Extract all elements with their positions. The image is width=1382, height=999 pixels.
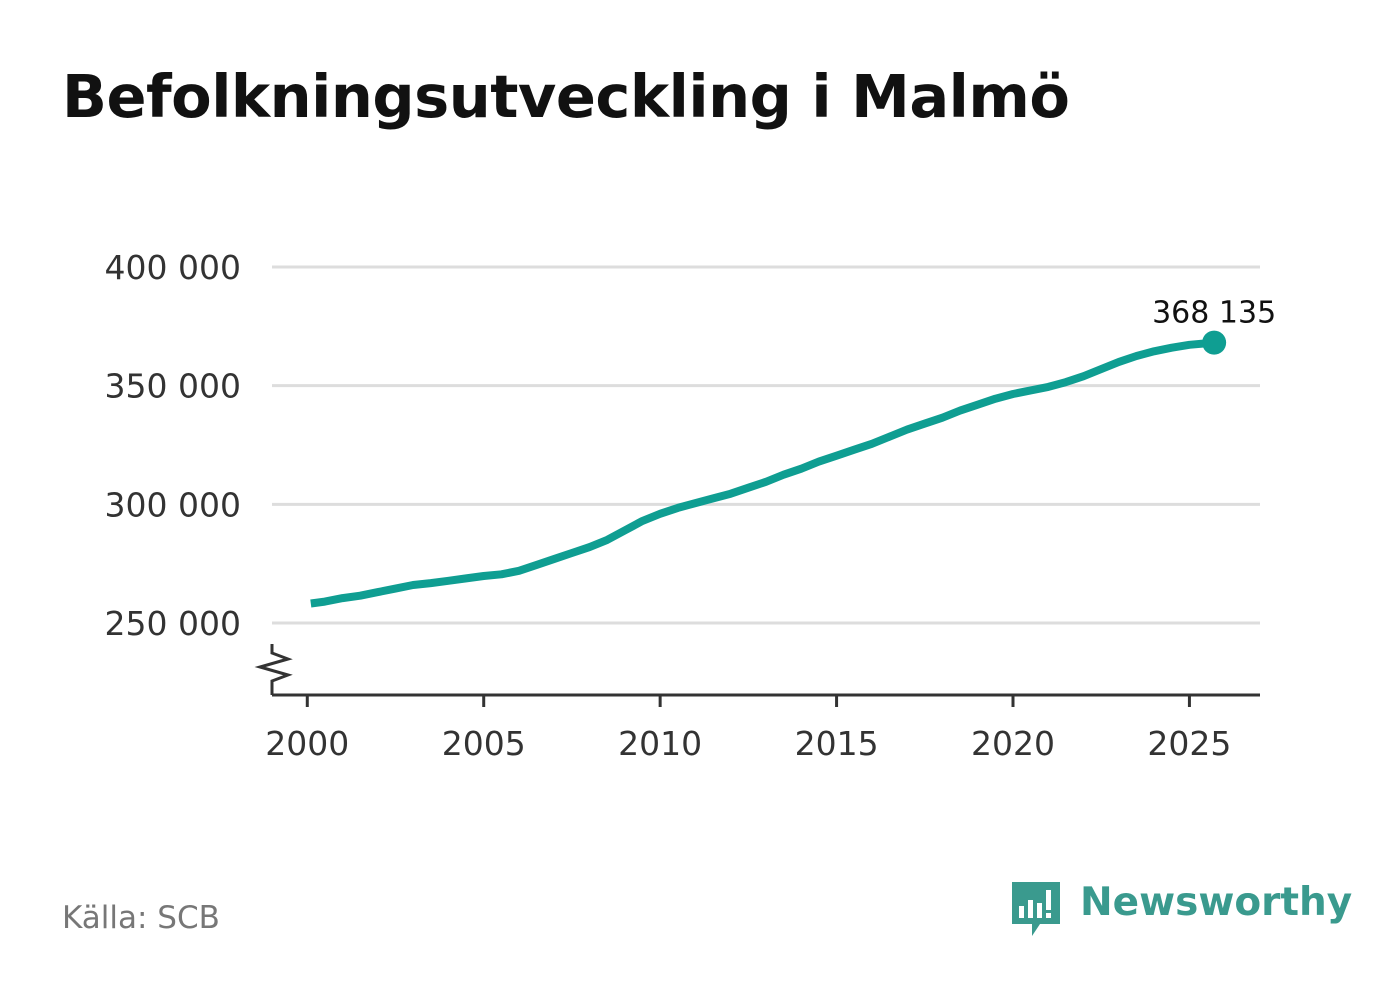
y-axis-tick-labels: 250 000 300 000 350 000 400 000 bbox=[105, 248, 241, 643]
series-line bbox=[310, 338, 1215, 608]
x-tick-label: 2000 bbox=[265, 724, 349, 763]
end-point-marker bbox=[1202, 330, 1227, 355]
x-tick-label: 2010 bbox=[618, 724, 702, 763]
y-tick-label: 250 000 bbox=[105, 604, 241, 643]
y-tick-label: 400 000 bbox=[105, 248, 241, 287]
axis-break-marker bbox=[254, 644, 293, 695]
chart-title: Befolkningsutveckling i Malmö bbox=[62, 62, 1070, 131]
x-tick-label: 2025 bbox=[1147, 724, 1231, 763]
gridlines bbox=[272, 265, 1260, 625]
x-axis bbox=[254, 644, 1260, 707]
newsworthy-logo-icon bbox=[1012, 882, 1060, 936]
source-note: Källa: SCB bbox=[62, 900, 220, 936]
x-tick-label: 2005 bbox=[442, 724, 526, 763]
brand-name: Newsworthy bbox=[1080, 880, 1353, 925]
annotations: 368 135 bbox=[1152, 296, 1276, 355]
y-tick-label: 300 000 bbox=[105, 485, 241, 524]
x-tick-label: 2015 bbox=[795, 724, 879, 763]
x-axis-tick-labels: 2000 2005 2010 2015 2020 2025 bbox=[265, 724, 1231, 763]
x-tick-label: 2020 bbox=[971, 724, 1055, 763]
data-series bbox=[310, 338, 1215, 608]
end-value-label: 368 135 bbox=[1152, 296, 1276, 331]
y-tick-label: 350 000 bbox=[105, 367, 241, 406]
